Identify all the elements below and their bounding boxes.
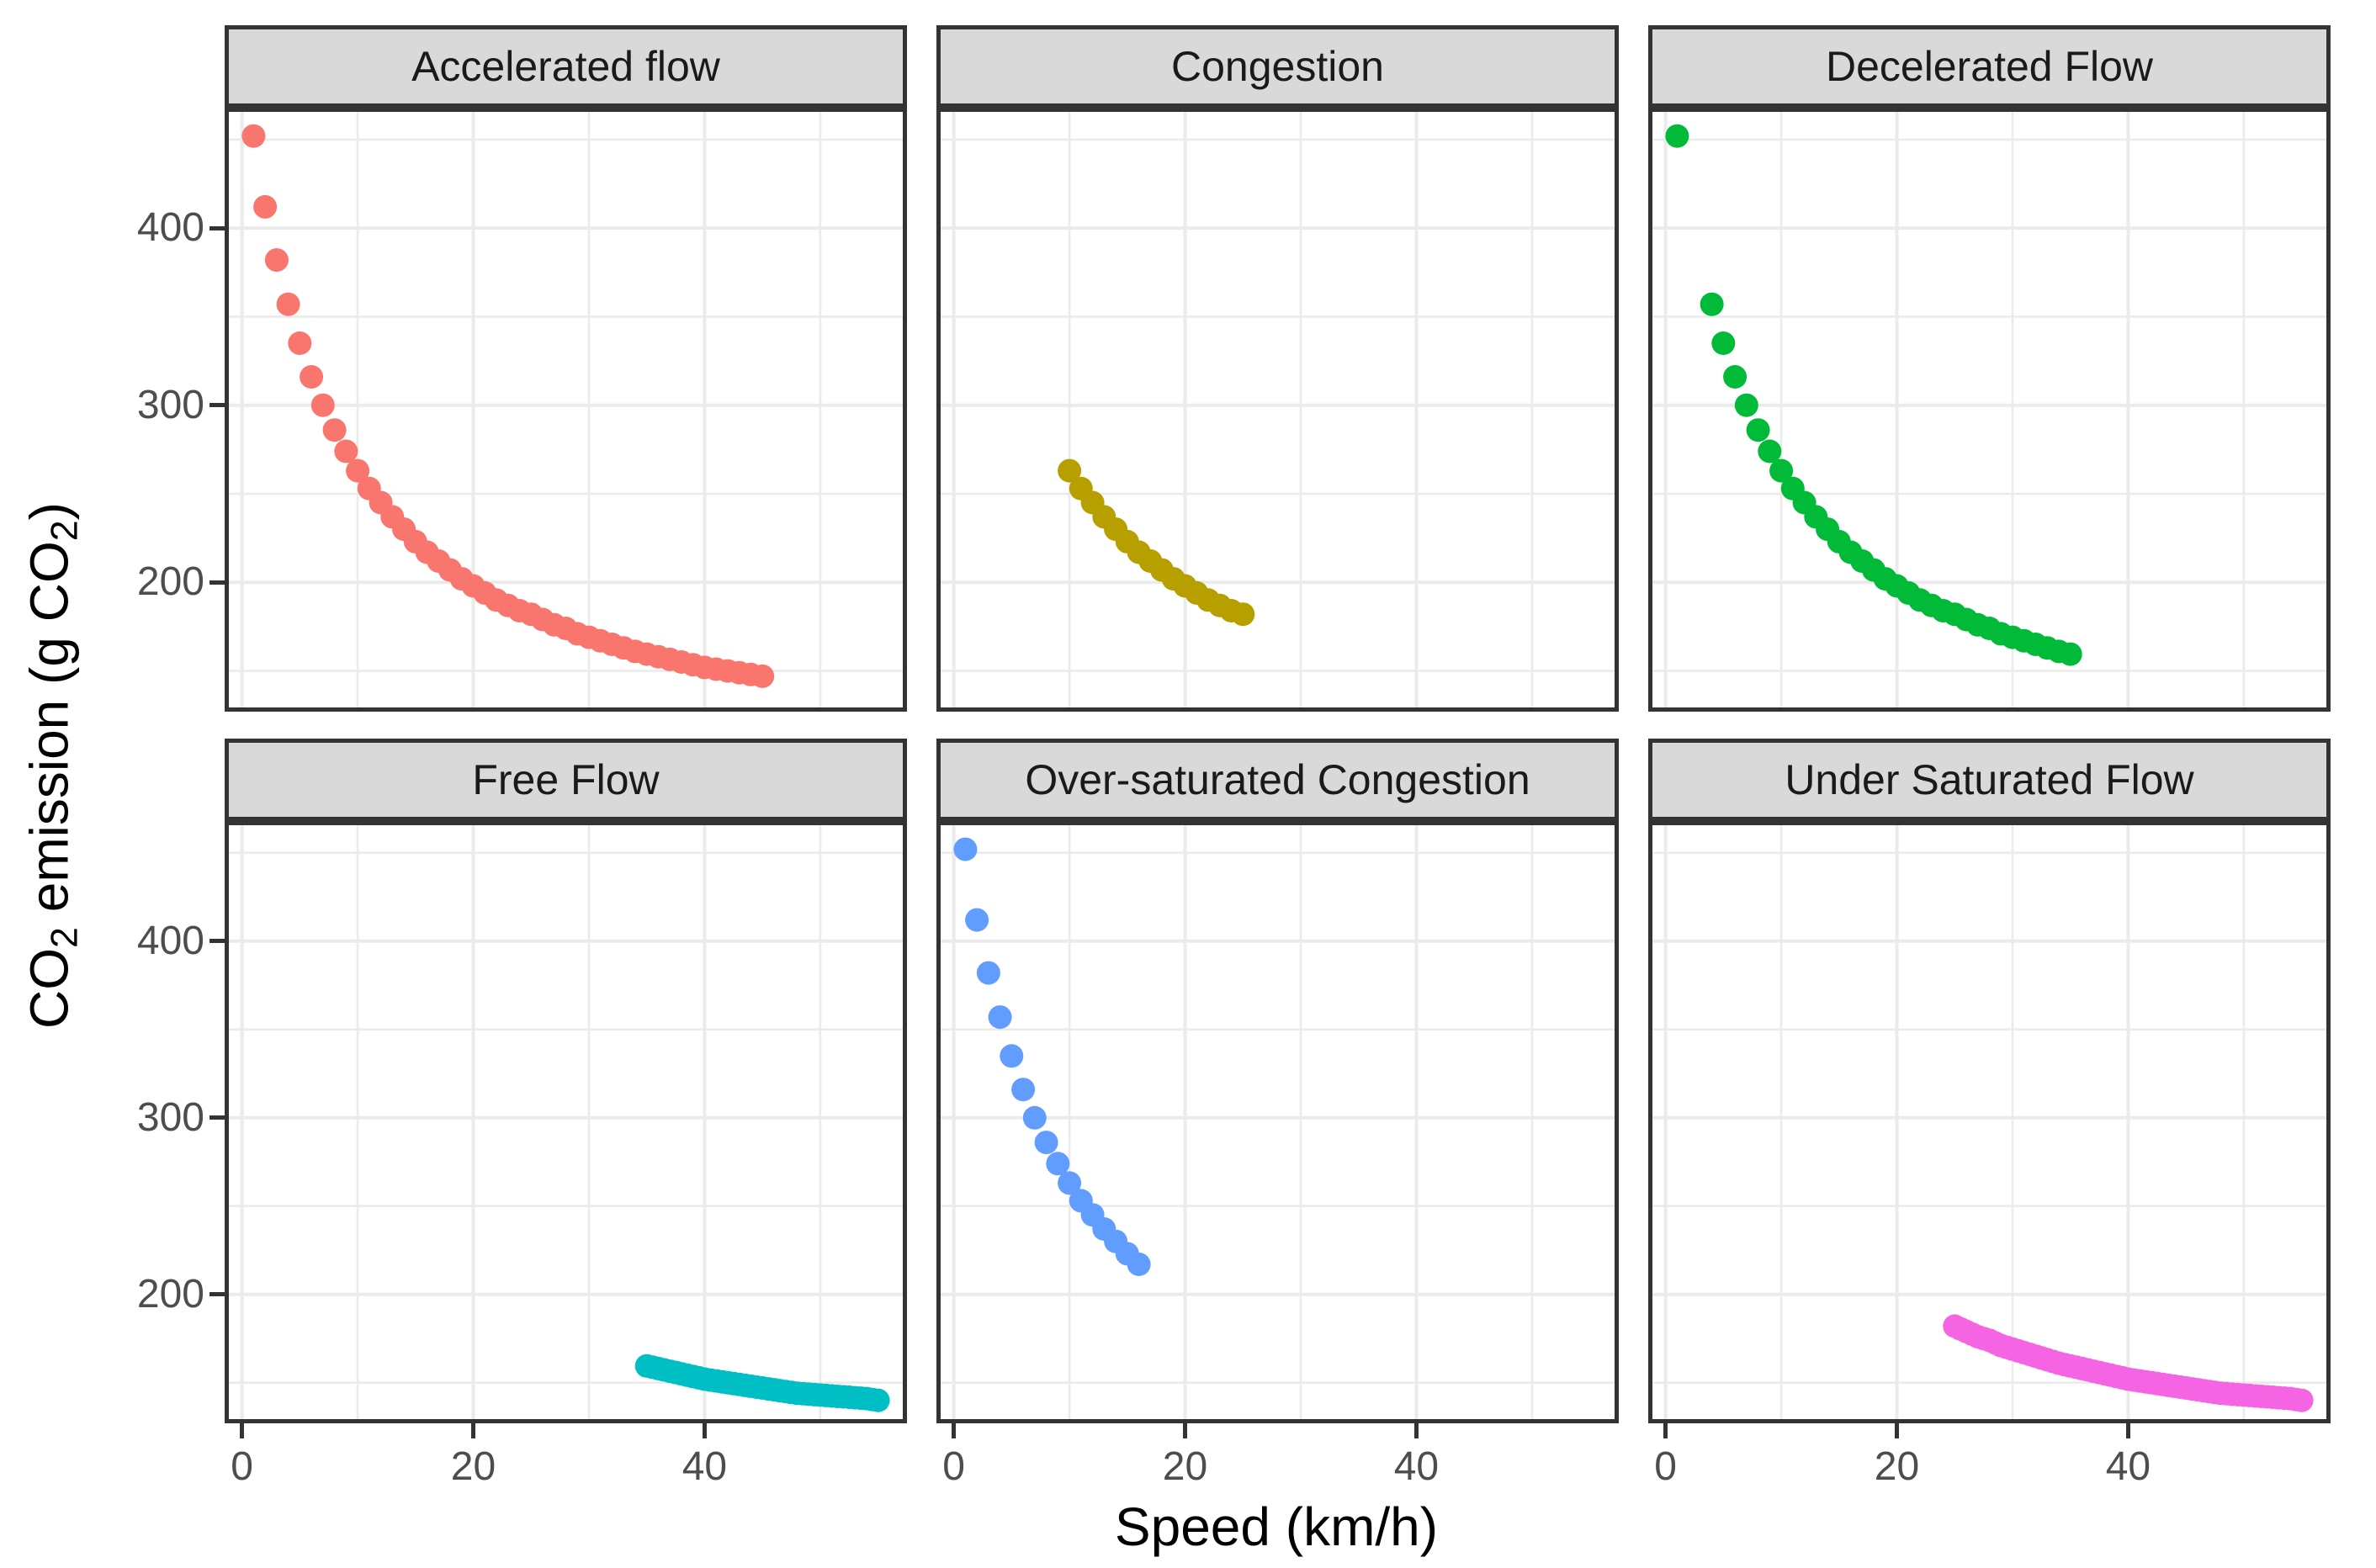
y-tick-label: 200	[136, 559, 204, 605]
y-tick-label: 300	[136, 1094, 204, 1140]
data-point	[1022, 1105, 1047, 1130]
y-tick-label: 400	[136, 205, 204, 251]
x-tick-label: 20	[1874, 1444, 1920, 1489]
panel-border	[225, 108, 907, 712]
x-axis-tick	[471, 1423, 475, 1438]
data-point	[264, 248, 289, 273]
data-point	[1746, 418, 1770, 442]
x-axis-tick	[1663, 1423, 1668, 1438]
x-tick-label: 40	[1393, 1444, 1440, 1489]
facet-strip-label: Free Flow	[472, 756, 660, 803]
y-axis-title: CO2 emission (g CO2)	[18, 502, 86, 1029]
x-tick-label: 40	[682, 1444, 728, 1489]
data-point	[953, 837, 978, 861]
subscript-2: 2	[43, 520, 86, 542]
x-axis-tick	[1413, 1423, 1419, 1438]
x-axis-tick	[1895, 1423, 1899, 1438]
facet-panel-over-saturated-congestion	[936, 821, 1619, 1423]
facet-panel-free-flow	[225, 821, 907, 1423]
y-tick-label: 400	[136, 918, 204, 963]
x-axis-tick	[2125, 1423, 2130, 1438]
data-point	[310, 393, 335, 417]
facet-strip-label: Decelerated Flow	[1825, 43, 2154, 90]
subscript-2: 2	[43, 927, 86, 948]
data-point	[1011, 1078, 1036, 1102]
facet-panel-accelerated-flow	[225, 108, 907, 712]
y-axis-tick	[209, 939, 225, 944]
x-tick-label: 0	[942, 1444, 965, 1489]
data-point	[1058, 1171, 1082, 1195]
x-axis-tick	[240, 1423, 245, 1438]
data-point	[253, 194, 278, 219]
x-tick-label: 20	[1162, 1444, 1208, 1489]
facet-strip-decelerated-flow: Decelerated Flow	[1648, 25, 2331, 108]
data-point	[1769, 458, 1794, 483]
x-axis-tick	[702, 1423, 707, 1438]
facet-strip-under-saturated-flow: Under Saturated Flow	[1648, 739, 2331, 821]
y-tick-label: 200	[136, 1271, 204, 1316]
facet-strip-free-flow: Free Flow	[225, 739, 907, 821]
x-tick-label: 0	[1654, 1444, 1677, 1489]
facet-strip-over-saturated-congestion: Over-saturated Congestion	[936, 739, 1619, 821]
data-point	[1058, 458, 1082, 483]
facet-strip-accelerated-flow: Accelerated flow	[225, 25, 907, 108]
facet-panel-under-saturated-flow	[1648, 821, 2331, 1423]
data-point	[1034, 1131, 1058, 1155]
data-point	[1711, 331, 1736, 355]
data-point	[1231, 602, 1255, 627]
x-tick-label: 20	[450, 1444, 496, 1489]
data-point	[1665, 124, 1689, 148]
data-point	[300, 365, 324, 389]
data-point	[750, 664, 775, 688]
data-point	[288, 331, 312, 355]
x-tick-label: 0	[231, 1444, 253, 1489]
data-point	[988, 1005, 1012, 1030]
data-point	[276, 292, 300, 316]
x-axis-tick	[952, 1423, 957, 1438]
data-point	[334, 439, 358, 464]
panel-border	[1648, 108, 2331, 712]
data-point	[2058, 642, 2082, 666]
y-axis-tick	[209, 580, 225, 585]
x-tick-label: 40	[2105, 1444, 2151, 1489]
x-axis-title-text: Speed (km/h)	[1114, 1496, 1439, 1557]
data-point	[1046, 1152, 1070, 1176]
panel-border	[936, 821, 1619, 1423]
panel-border	[936, 108, 1619, 712]
data-point	[241, 124, 266, 148]
facet-strip-label: Accelerated flow	[411, 43, 720, 90]
y-axis-tick	[209, 225, 225, 230]
data-point	[1758, 439, 1782, 464]
facet-strip-label: Congestion	[1171, 43, 1384, 90]
x-axis-tick	[1183, 1423, 1187, 1438]
panel-border	[1648, 821, 2331, 1423]
x-axis-title: Speed (km/h)	[1115, 1496, 1438, 1558]
panel-border	[225, 821, 907, 1423]
y-axis-tick	[209, 1292, 225, 1297]
data-point	[1000, 1044, 1024, 1068]
facet-strip-label: Under Saturated Flow	[1785, 756, 2194, 803]
y-axis-tick	[209, 1115, 225, 1120]
facet-panel-congestion	[936, 108, 1619, 712]
facet-strip-label: Over-saturated Congestion	[1025, 756, 1530, 803]
y-axis-title-text: CO2 emission (g CO2)	[19, 502, 86, 1029]
data-point	[1723, 365, 1748, 389]
data-point	[1127, 1253, 1151, 1276]
data-point	[976, 961, 1000, 985]
facet-strip-congestion: Congestion	[936, 25, 1619, 108]
y-tick-label: 300	[136, 382, 204, 427]
data-point	[1734, 393, 1758, 417]
data-point	[2289, 1388, 2314, 1412]
data-point	[346, 458, 370, 483]
data-point	[1700, 292, 1724, 316]
data-point	[866, 1388, 890, 1412]
data-point	[965, 908, 989, 932]
y-axis-tick	[209, 403, 225, 408]
facet-panel-decelerated-flow	[1648, 108, 2331, 712]
data-point	[322, 418, 347, 442]
